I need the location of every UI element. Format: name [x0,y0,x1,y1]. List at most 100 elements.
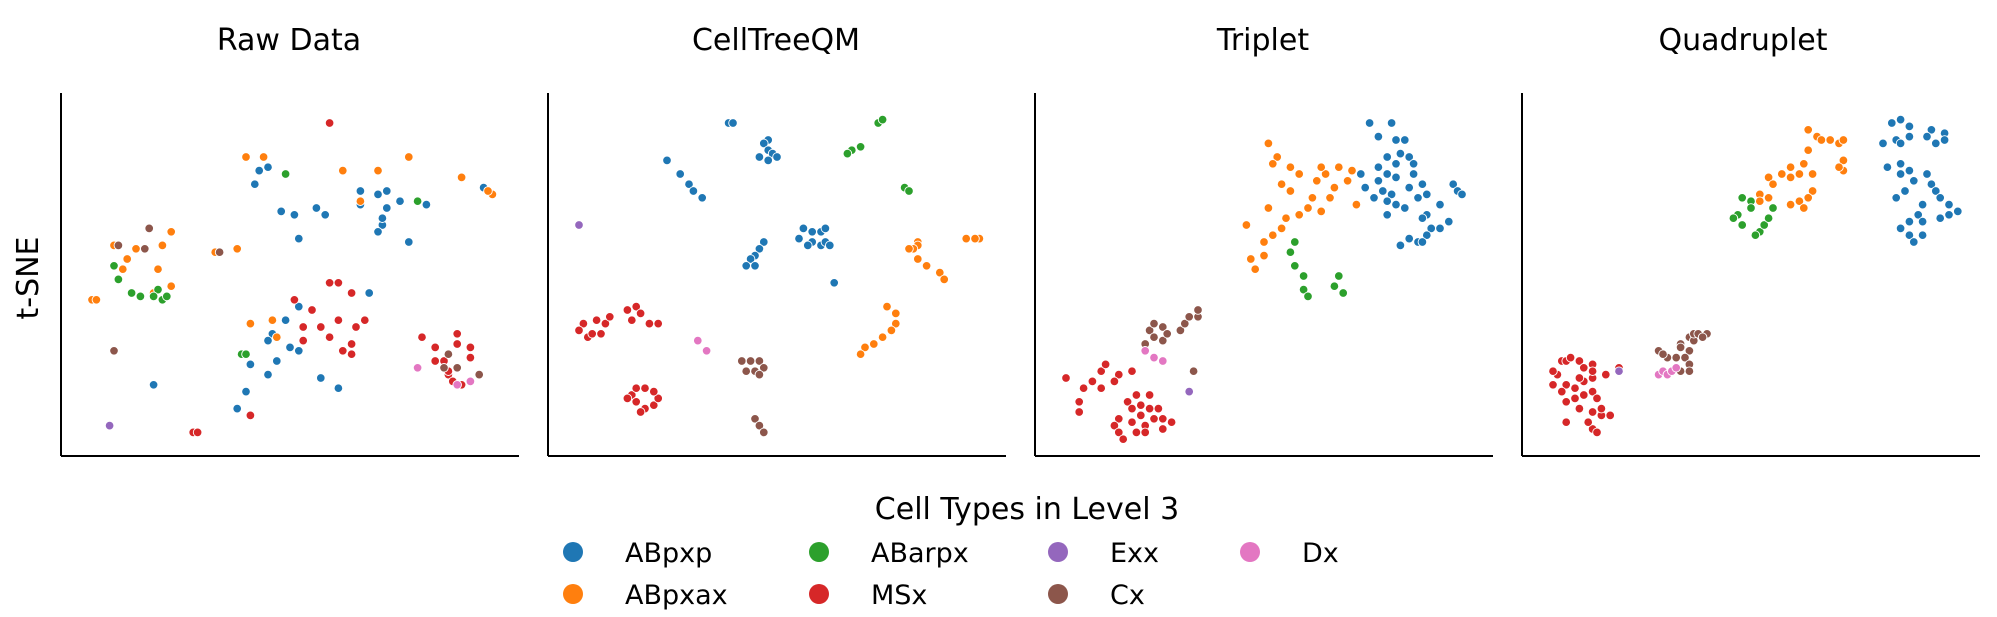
point-abpxax [1803,193,1813,203]
points-raw-data [87,118,498,438]
point-abarpx [1303,291,1313,302]
point-dx [693,335,703,346]
point-abpxax [1785,162,1796,172]
point-msx [192,427,203,438]
point-msx [1583,417,1593,427]
point-cx [1697,332,1708,342]
point-abpxax [1838,155,1849,166]
point-dx [701,346,712,356]
point-abpxax [961,233,971,244]
point-abarpx [1298,271,1309,281]
point-abpxax [1803,145,1813,155]
point-abpxp [294,346,304,356]
point-abpxax [1316,206,1326,217]
point-abpxp [355,186,366,196]
point-abpxax [1285,162,1296,172]
point-abpxp [263,369,273,380]
point-abpxp [1904,121,1915,132]
point-abpxp [289,210,300,220]
legend-label-exx: Exx [1110,538,1159,569]
point-abpxp [1395,148,1406,159]
point-abpxp [1448,179,1458,189]
point-abarpx [135,291,146,302]
point-abpxp [1382,152,1392,162]
point-abpxp [1408,159,1419,169]
point-cx [745,356,756,366]
point-dx [1671,363,1681,373]
point-abpxp [1895,114,1906,125]
point-abpxax [166,281,176,291]
panel-quadruplet: Quadruplet [1521,23,1980,457]
point-dx [1149,352,1159,363]
legend-marker-abpxp [563,542,583,562]
point-msx [1114,414,1124,424]
point-abpxax [1312,176,1322,186]
point-msx [298,322,308,332]
point-abpxax [245,318,256,329]
point-abpxp [263,335,273,346]
point-abpxp [294,233,304,244]
point-abpxax [1294,169,1304,179]
point-abpxax [886,325,897,336]
point-msx [627,315,637,325]
point-abpxp [1904,230,1915,240]
point-msx [1114,427,1124,438]
point-abarpx [162,291,172,302]
point-abpxp [421,199,432,210]
point-msx [1127,417,1137,427]
point-dx [1140,346,1150,356]
point-msx [1561,397,1571,407]
point-abpxax [1799,159,1809,169]
point-abpxp [1373,131,1384,142]
point-abpxp [311,203,322,213]
point-abpxax [338,165,348,176]
point-abarpx [1746,203,1756,213]
point-msx [316,322,326,332]
point-abpxp [1922,131,1932,142]
point-abpxax [1803,125,1813,135]
point-abpxp [1404,233,1414,244]
point-msx [1078,383,1089,393]
point-abarpx [109,261,119,271]
point-abarpx [1728,213,1739,223]
point-msx [1136,410,1146,421]
point-abpxp [1891,193,1901,203]
point-abarpx [1298,284,1309,295]
point-exx [574,220,584,230]
point-msx [605,312,615,322]
point-abpxax [1268,230,1278,240]
point-abpxp [285,342,295,353]
point-abpxax [1281,213,1291,223]
point-abarpx [1285,247,1296,257]
point-abpxp [1895,223,1906,234]
point-cx [1193,305,1203,315]
point-abpxp [1922,169,1932,179]
point-abpxp [684,179,694,189]
point-abpxp [333,383,344,393]
point-abpxp [1895,138,1906,149]
point-msx [622,305,633,315]
point-abpxp [1457,189,1467,200]
point-abpxp [1935,213,1945,223]
points-triplet [1061,118,1467,444]
point-abarpx [1750,230,1761,240]
point-abpxax [904,244,914,254]
point-abarpx [1338,288,1348,298]
legend-label-cx: Cx [1110,580,1145,611]
point-abpxp [1391,172,1401,183]
point-abpxax [1259,237,1269,247]
point-abpxp [745,254,756,264]
point-abpxax [1763,172,1774,183]
point-msx [430,342,440,353]
point-msx [1548,366,1558,376]
point-cx [737,356,747,366]
point-abpxp [1382,196,1392,206]
point-msx [1605,410,1615,421]
point-msx [1601,369,1611,380]
point-abpxp [741,261,751,271]
point-abpxp [1931,138,1941,149]
point-msx [1158,424,1168,434]
point-msx [465,352,476,363]
panel-title-raw-data: Raw Data [217,23,361,58]
point-msx [324,332,335,342]
